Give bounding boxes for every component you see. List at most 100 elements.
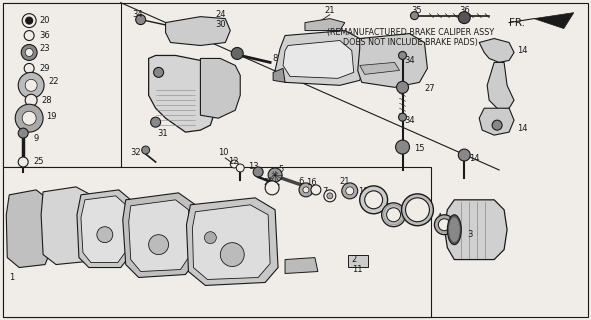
Circle shape: [253, 167, 263, 177]
Text: 12: 12: [228, 157, 239, 166]
Text: 34: 34: [404, 116, 415, 125]
Circle shape: [230, 160, 238, 168]
Text: 22: 22: [48, 77, 59, 86]
Bar: [4, 3, 121, 167]
Circle shape: [22, 111, 36, 125]
Text: 14: 14: [517, 124, 528, 132]
Circle shape: [21, 44, 37, 60]
Circle shape: [405, 198, 430, 222]
Polygon shape: [165, 17, 230, 45]
Circle shape: [365, 191, 382, 209]
Text: 26: 26: [263, 179, 274, 188]
Text: 3: 3: [467, 230, 473, 239]
Text: 7: 7: [322, 188, 327, 196]
Text: 16: 16: [306, 179, 317, 188]
Circle shape: [18, 128, 28, 138]
Circle shape: [411, 12, 418, 20]
Polygon shape: [41, 187, 93, 265]
Text: 6: 6: [298, 177, 303, 187]
Circle shape: [24, 31, 34, 41]
Circle shape: [136, 15, 145, 25]
Text: 35: 35: [411, 6, 422, 15]
Circle shape: [458, 149, 470, 161]
Text: 21: 21: [340, 177, 350, 187]
Text: 21: 21: [324, 6, 335, 15]
Polygon shape: [534, 13, 574, 28]
Text: 9: 9: [33, 133, 38, 143]
Circle shape: [231, 47, 243, 60]
Circle shape: [142, 146, 150, 154]
Text: 4: 4: [436, 213, 441, 222]
Text: 5: 5: [278, 165, 283, 174]
Circle shape: [398, 52, 407, 60]
Circle shape: [342, 183, 358, 199]
Circle shape: [220, 243, 244, 267]
Circle shape: [149, 235, 168, 255]
Polygon shape: [479, 38, 514, 62]
Circle shape: [346, 187, 354, 195]
Text: 11: 11: [352, 265, 362, 274]
Text: 34: 34: [133, 10, 144, 19]
Circle shape: [439, 219, 450, 231]
Circle shape: [458, 12, 470, 24]
Circle shape: [15, 104, 43, 132]
Circle shape: [22, 14, 36, 28]
Circle shape: [25, 94, 37, 106]
Polygon shape: [283, 41, 354, 78]
Text: 36: 36: [459, 6, 470, 15]
Text: 30: 30: [215, 20, 226, 29]
Circle shape: [387, 208, 401, 222]
Polygon shape: [200, 59, 240, 118]
Circle shape: [25, 17, 33, 24]
Circle shape: [303, 187, 309, 193]
Text: 25: 25: [33, 157, 44, 166]
Circle shape: [395, 140, 410, 154]
Circle shape: [327, 193, 333, 199]
Text: 32: 32: [131, 148, 141, 156]
Circle shape: [311, 185, 321, 195]
Text: 29: 29: [39, 64, 50, 73]
Circle shape: [18, 157, 28, 167]
Text: 18: 18: [358, 188, 368, 196]
Text: 24: 24: [215, 10, 226, 19]
Ellipse shape: [449, 218, 459, 242]
Text: 14: 14: [517, 46, 528, 55]
Text: 2: 2: [352, 255, 357, 264]
Circle shape: [299, 183, 313, 197]
Circle shape: [492, 120, 502, 130]
Text: 33: 33: [408, 195, 418, 204]
Circle shape: [151, 117, 161, 127]
Text: 19: 19: [46, 112, 57, 121]
Polygon shape: [81, 196, 126, 262]
Circle shape: [360, 186, 388, 214]
Text: 13: 13: [248, 163, 259, 172]
Text: 34: 34: [404, 56, 415, 65]
Circle shape: [154, 68, 164, 77]
Text: 8: 8: [272, 54, 278, 63]
Text: 15: 15: [414, 144, 425, 153]
Text: 20: 20: [39, 16, 50, 25]
Circle shape: [434, 215, 454, 235]
Circle shape: [204, 232, 216, 244]
Circle shape: [265, 181, 279, 195]
Circle shape: [398, 113, 407, 121]
Polygon shape: [77, 190, 131, 268]
Polygon shape: [479, 108, 514, 135]
Text: 10: 10: [218, 148, 229, 156]
Circle shape: [397, 81, 408, 93]
Text: FR.: FR.: [509, 18, 525, 28]
Polygon shape: [273, 68, 285, 82]
Circle shape: [25, 79, 37, 91]
Text: 1: 1: [9, 273, 15, 282]
Circle shape: [401, 194, 433, 226]
Ellipse shape: [447, 215, 462, 244]
Text: (REMANUFACTURED BRAKE CALIPER ASSY
DOES NOT INCLUDE BRAKE PADS): (REMANUFACTURED BRAKE CALIPER ASSY DOES …: [327, 28, 494, 47]
Polygon shape: [275, 31, 365, 85]
Polygon shape: [305, 19, 345, 31]
Circle shape: [382, 203, 405, 227]
Circle shape: [324, 190, 336, 202]
Text: 14: 14: [469, 154, 480, 163]
Polygon shape: [285, 258, 318, 274]
Polygon shape: [123, 193, 196, 277]
Circle shape: [97, 227, 113, 243]
